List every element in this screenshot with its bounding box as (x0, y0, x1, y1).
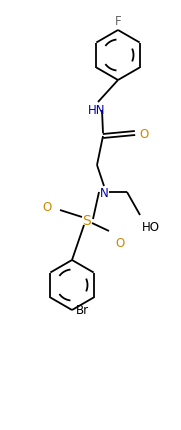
Text: S: S (83, 214, 91, 227)
Text: N: N (100, 186, 108, 199)
Text: O: O (115, 237, 124, 249)
Text: O: O (139, 127, 148, 140)
Text: Br: Br (75, 303, 89, 316)
Text: HO: HO (142, 221, 160, 233)
Text: F: F (115, 15, 121, 28)
Text: O: O (43, 200, 52, 213)
Text: HN: HN (88, 103, 106, 116)
